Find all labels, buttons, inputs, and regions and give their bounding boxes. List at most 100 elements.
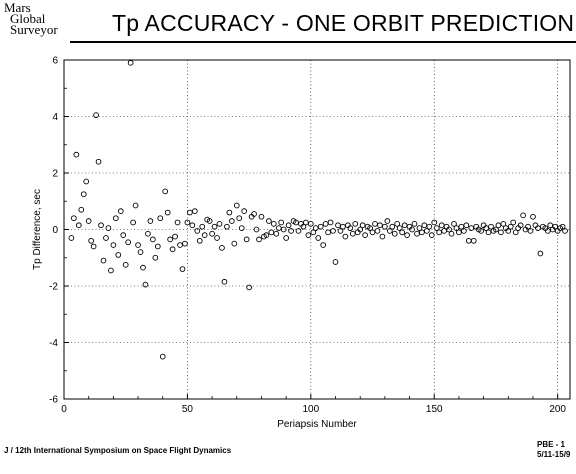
y-axis-label: Tp Difference, sec xyxy=(32,189,43,270)
data-point xyxy=(317,223,324,230)
data-point xyxy=(68,235,75,241)
data-point xyxy=(258,213,265,220)
data-point xyxy=(310,229,317,236)
logo-line-2: Global xyxy=(10,11,46,26)
data-point xyxy=(152,254,159,261)
data-point xyxy=(374,228,381,234)
data-point xyxy=(98,222,104,229)
data-point xyxy=(382,223,388,230)
data-point xyxy=(147,218,154,224)
data-point xyxy=(251,211,257,217)
data-point xyxy=(325,229,331,236)
data-point xyxy=(537,250,544,257)
data-point xyxy=(396,225,403,231)
data-point xyxy=(495,222,502,229)
data-point xyxy=(493,226,499,233)
data-point xyxy=(164,209,171,216)
data-point xyxy=(446,226,452,233)
data-point xyxy=(300,223,307,230)
data-point xyxy=(453,225,460,231)
data-point xyxy=(478,228,484,234)
data-point xyxy=(179,266,186,272)
data-point xyxy=(559,223,566,230)
data-point xyxy=(184,219,191,226)
data-point xyxy=(241,208,248,214)
y-tick-label: 6 xyxy=(52,56,58,67)
data-point xyxy=(120,232,127,239)
data-point xyxy=(246,284,252,291)
data-point xyxy=(85,218,92,224)
axis-ticks: 0 50 100 150 200 -6 -4 -2 0 2 4 6 xyxy=(49,56,566,416)
data-point xyxy=(527,228,534,234)
data-point xyxy=(194,228,201,234)
data-point xyxy=(401,222,408,229)
data-point xyxy=(411,221,418,227)
data-point xyxy=(177,242,183,248)
page-title: Tp ACCURACY - ONE ORBIT PREDICTION xyxy=(112,10,575,36)
data-point xyxy=(421,222,428,229)
data-point xyxy=(216,221,223,227)
data-point xyxy=(238,225,245,231)
data-point xyxy=(125,239,132,246)
x-tick-label: 150 xyxy=(426,404,443,415)
data-point xyxy=(150,236,156,243)
data-point xyxy=(389,223,396,230)
data-point xyxy=(500,221,507,227)
data-point xyxy=(145,230,151,237)
x-tick-label: 50 xyxy=(182,404,194,415)
y-tick-label: 0 xyxy=(52,225,58,236)
data-point xyxy=(103,235,109,241)
data-point xyxy=(441,228,447,234)
data-point xyxy=(221,278,228,285)
data-point xyxy=(391,230,398,237)
data-point xyxy=(372,221,378,227)
data-point xyxy=(463,222,470,229)
data-point xyxy=(182,240,188,247)
data-point xyxy=(196,237,203,244)
data-point xyxy=(278,219,285,226)
data-point xyxy=(337,228,344,234)
title-underline xyxy=(70,41,576,43)
data-point xyxy=(293,219,299,226)
data-point xyxy=(305,232,312,239)
data-point xyxy=(280,226,287,233)
data-point xyxy=(342,233,349,240)
data-point xyxy=(409,226,415,233)
data-point xyxy=(268,229,275,236)
data-point xyxy=(322,221,329,227)
data-point xyxy=(236,215,243,222)
data-point xyxy=(359,222,366,229)
data-point xyxy=(330,228,336,234)
data-point xyxy=(419,229,425,236)
data-point xyxy=(75,222,82,229)
data-point xyxy=(224,223,230,230)
data-point xyxy=(130,219,136,226)
data-point xyxy=(384,218,391,224)
data-point xyxy=(349,230,356,237)
data-point xyxy=(214,235,220,241)
data-point xyxy=(231,240,238,247)
data-point xyxy=(369,229,376,236)
data-point xyxy=(71,215,77,222)
data-point xyxy=(547,222,554,229)
data-point xyxy=(122,261,129,268)
data-point xyxy=(226,209,233,216)
data-point xyxy=(352,221,359,227)
data-point xyxy=(142,281,149,288)
data-point xyxy=(110,242,117,248)
data-point xyxy=(468,225,475,231)
data-point xyxy=(332,259,339,265)
data-point xyxy=(88,237,95,244)
y-tick-label: -2 xyxy=(49,282,58,293)
data-point xyxy=(498,229,504,236)
logo-line-3: Surveyor xyxy=(10,22,58,37)
data-point xyxy=(73,151,80,158)
data-point xyxy=(470,237,477,244)
y-tick-label: 2 xyxy=(52,169,58,180)
data-point xyxy=(367,225,373,231)
data-point xyxy=(199,223,206,230)
data-point xyxy=(347,225,354,231)
data-point xyxy=(488,223,494,230)
data-point xyxy=(117,208,124,214)
